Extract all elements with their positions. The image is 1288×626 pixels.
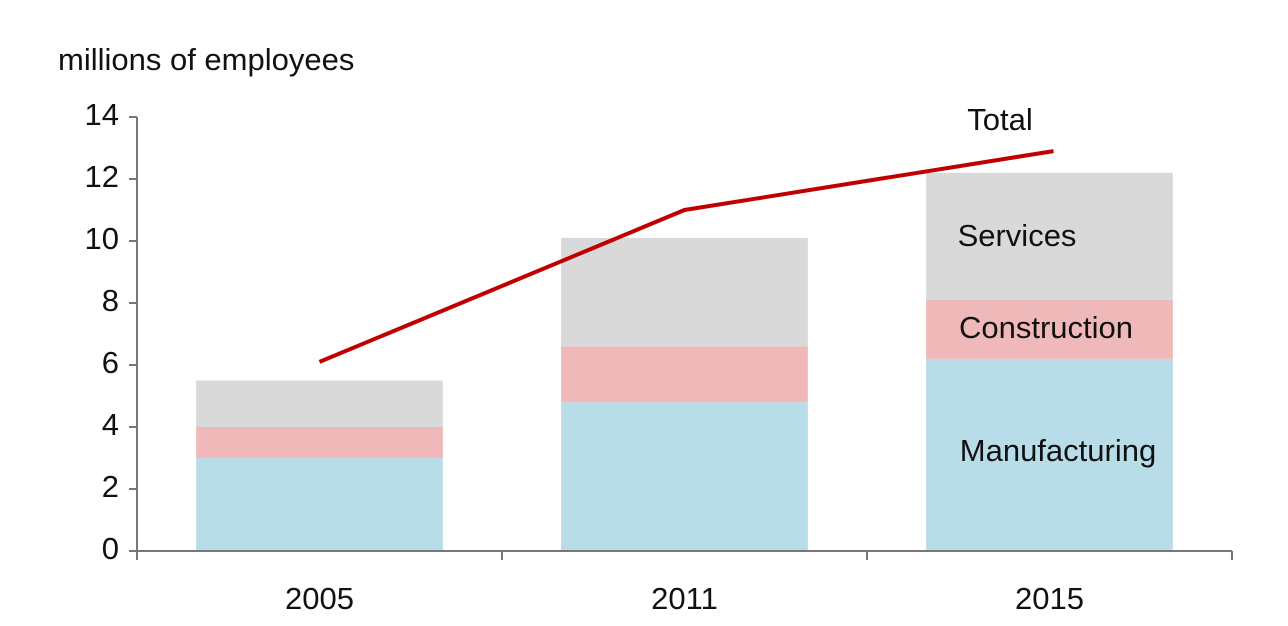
x-tick-label: 2011	[651, 581, 718, 616]
bar-segment	[561, 237, 808, 347]
y-axis-label: millions of employees	[58, 42, 354, 77]
bar-segment	[561, 346, 808, 403]
y-tick-label: 6	[102, 345, 119, 380]
series-label: Construction	[959, 310, 1133, 345]
y-tick-label: 8	[102, 283, 119, 318]
y-tick-label: 0	[102, 531, 119, 566]
y-tick-label: 2	[102, 469, 119, 504]
bar-segment	[196, 380, 443, 427]
bar-segment	[196, 458, 443, 551]
y-tick-label: 14	[85, 97, 119, 132]
bar-segment	[926, 358, 1173, 551]
series-label: Manufacturing	[960, 433, 1156, 468]
bar-segment	[926, 299, 1173, 359]
x-tick-label: 2005	[285, 581, 354, 616]
series-label: Total	[967, 102, 1032, 137]
y-tick-label: 10	[85, 221, 119, 256]
y-tick-label: 12	[85, 159, 119, 194]
bar-segment	[196, 427, 443, 458]
bar-segment	[561, 402, 808, 551]
bar-segment	[926, 172, 1173, 300]
y-tick-label: 4	[102, 407, 119, 442]
total-line	[318, 149, 1054, 364]
series-label: Services	[958, 218, 1077, 253]
x-tick-label: 2015	[1015, 581, 1084, 616]
